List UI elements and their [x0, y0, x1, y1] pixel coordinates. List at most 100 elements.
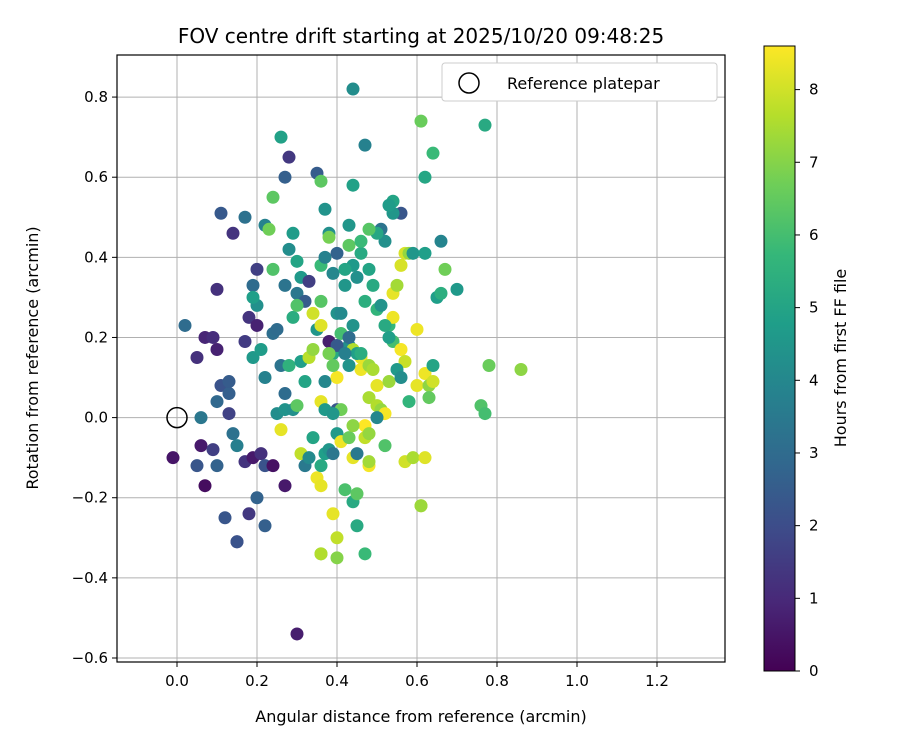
data-point [410, 322, 424, 336]
data-point [238, 210, 252, 224]
data-point [238, 334, 252, 348]
colorbar-tick-label: 2 [809, 517, 819, 535]
data-point [478, 118, 492, 132]
data-point [370, 379, 384, 393]
data-point [194, 439, 208, 453]
data-point [246, 290, 260, 304]
x-tick-label: 0.6 [405, 672, 429, 690]
data-point [342, 330, 356, 344]
data-point [350, 447, 364, 461]
data-point [318, 375, 332, 389]
data-point [302, 274, 316, 288]
data-point [218, 511, 232, 525]
data-point [210, 282, 224, 296]
data-point [290, 254, 304, 268]
data-point [222, 375, 236, 389]
data-point [314, 174, 328, 188]
colorbar-tick-label: 8 [809, 81, 819, 99]
data-point [226, 427, 240, 441]
data-point [274, 130, 288, 144]
colorbar-tick-label: 0 [809, 662, 819, 680]
data-point [190, 459, 204, 473]
data-point [414, 499, 428, 513]
y-axis-ticks: −0.6 −0.4 −0.2 0.0 0.2 0.4 0.6 0.8 [72, 88, 117, 667]
data-point [402, 395, 416, 409]
data-point [394, 258, 408, 272]
data-point [318, 250, 332, 264]
data-point [258, 519, 272, 533]
data-point [358, 294, 372, 308]
data-point [246, 350, 260, 364]
colorbar-tick-label: 3 [809, 444, 819, 462]
data-point [262, 222, 276, 236]
data-point [358, 138, 372, 152]
data-point [342, 359, 356, 373]
plot-frame [116, 54, 726, 663]
y-tick-label: 0.4 [84, 248, 108, 266]
legend-reference-icon [458, 72, 480, 94]
data-point [362, 427, 376, 441]
data-point [274, 423, 288, 437]
data-point [418, 170, 432, 184]
data-point [330, 246, 344, 260]
x-tick-label: 0.0 [165, 672, 189, 690]
data-point [342, 218, 356, 232]
data-point [322, 346, 336, 360]
data-point [290, 627, 304, 641]
data-point [314, 318, 328, 332]
colorbar-tick-label: 7 [809, 153, 819, 171]
data-point [278, 387, 292, 401]
data-point [266, 262, 280, 276]
data-point [378, 318, 392, 332]
data-point [326, 447, 340, 461]
data-point [314, 479, 328, 493]
data-point [382, 198, 396, 212]
y-tick-label: 0.6 [84, 168, 108, 186]
data-point [282, 150, 296, 164]
data-point [390, 278, 404, 292]
data-point [190, 350, 204, 364]
data-point [426, 359, 440, 373]
data-point [366, 363, 380, 377]
data-point [298, 375, 312, 389]
data-point [266, 459, 280, 473]
reference-platepar-marker [166, 406, 188, 429]
legend-label-reference: Reference platepar [507, 74, 660, 93]
data-point [198, 479, 212, 493]
y-tick-label: 0.2 [84, 328, 108, 346]
data-point [282, 242, 296, 256]
data-point [270, 322, 284, 336]
data-point [286, 226, 300, 240]
data-point [346, 318, 360, 332]
data-point [406, 246, 420, 260]
data-point [342, 431, 356, 445]
data-point [334, 306, 348, 320]
data-point [354, 234, 368, 248]
colorbar-label: Hours from first FF file [831, 269, 850, 448]
data-point [346, 82, 360, 96]
data-point [418, 451, 432, 465]
data-point [382, 375, 396, 389]
data-point [230, 439, 244, 453]
data-point [362, 455, 376, 469]
data-point [254, 447, 268, 461]
data-point [414, 114, 428, 128]
data-point [422, 391, 436, 405]
data-point [330, 531, 344, 545]
data-point [426, 146, 440, 160]
colorbar-ticks: 0 1 2 3 4 5 6 7 8 [795, 81, 819, 680]
data-point [250, 318, 264, 332]
data-point [250, 262, 264, 276]
data-point [258, 371, 272, 385]
x-tick-label: 0.4 [325, 672, 349, 690]
colorbar-tick-label: 4 [809, 371, 819, 389]
data-point [206, 443, 220, 457]
data-point [370, 411, 384, 425]
data-point [338, 483, 352, 497]
data-point [410, 379, 424, 393]
data-point [290, 286, 304, 300]
y-tick-label: 0.0 [84, 409, 108, 427]
data-point [450, 282, 464, 296]
data-point [178, 318, 192, 332]
